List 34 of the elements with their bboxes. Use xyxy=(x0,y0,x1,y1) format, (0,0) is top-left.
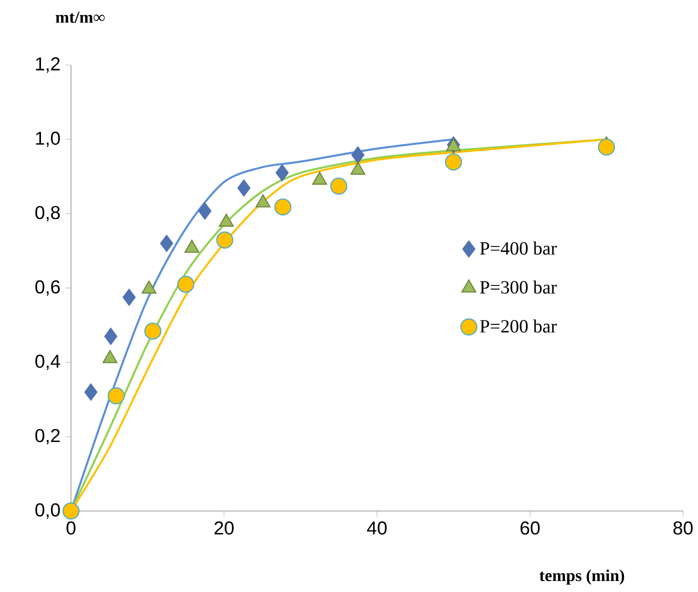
point xyxy=(84,384,98,401)
y-tick-label: 0,0 xyxy=(35,503,60,519)
x-tick-label: 60 xyxy=(520,521,540,535)
x-axis-title: temps (min) xyxy=(539,569,624,585)
y-tick-label: 0,8 xyxy=(35,206,60,222)
point xyxy=(144,322,162,340)
point xyxy=(274,198,292,216)
point xyxy=(177,276,194,293)
point xyxy=(444,153,462,171)
point xyxy=(276,164,289,182)
point xyxy=(122,288,136,306)
point xyxy=(160,234,174,252)
point xyxy=(351,146,364,164)
point xyxy=(62,502,80,520)
y-tick-label: 0,4 xyxy=(35,354,60,370)
x-tick-label: 20 xyxy=(214,521,234,535)
x-tick-label: 0 xyxy=(66,521,76,535)
point xyxy=(216,232,234,249)
y-tick-label: 0,6 xyxy=(35,280,60,296)
y-tick-label: 0,2 xyxy=(35,428,60,444)
point xyxy=(198,202,212,220)
x-tick-label: 80 xyxy=(673,521,693,535)
legend-label: P=300 bar xyxy=(480,280,557,294)
legend-label: P=400 bar xyxy=(480,242,557,255)
point xyxy=(598,138,616,156)
point xyxy=(104,328,118,345)
point xyxy=(108,387,125,404)
y-tick-label: 1,0 xyxy=(36,132,60,148)
legend-label: P=200 bar xyxy=(480,319,557,333)
y-tick-label: 1,2 xyxy=(36,57,60,73)
point xyxy=(237,179,250,197)
point xyxy=(330,178,348,195)
x-tick-label: 40 xyxy=(367,521,387,535)
y-axis-title: mt/m∞ xyxy=(56,12,105,23)
